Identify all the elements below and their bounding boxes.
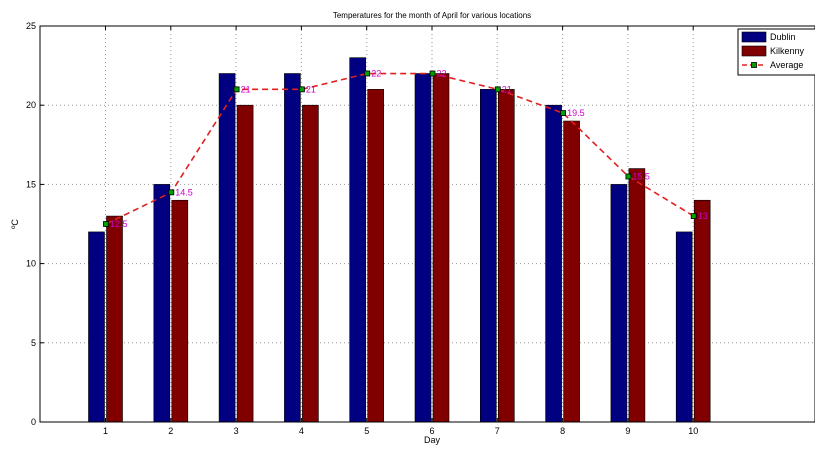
legend-swatch <box>741 31 767 43</box>
bar <box>284 73 301 423</box>
legend: Dublin Kilkenny Average <box>737 28 815 76</box>
y-tick-label: 25 <box>26 21 36 31</box>
average-data-label: 21 <box>306 84 316 94</box>
y-tick-label: 15 <box>26 179 36 189</box>
bar <box>349 57 367 423</box>
legend-label: Kilkenny <box>770 46 805 56</box>
legend-label: Average <box>770 60 803 70</box>
bar <box>628 168 646 423</box>
plot-frame <box>39 25 815 423</box>
x-tick-label: 10 <box>688 426 698 436</box>
average-data-label: 13 <box>698 211 708 221</box>
y-tick-label: 20 <box>26 100 36 110</box>
x-tick-label: 9 <box>625 426 630 436</box>
bar <box>479 89 497 423</box>
bar <box>88 231 105 423</box>
bar-series <box>88 57 711 423</box>
chart-title: Temperatures for the month of April for … <box>333 11 531 20</box>
bar <box>106 215 123 423</box>
x-axis-label: Day <box>424 435 441 445</box>
bar <box>545 104 562 423</box>
average-data-label: 22 <box>437 69 447 79</box>
average-marker <box>364 70 371 77</box>
average-data-label: 19.5 <box>567 108 585 118</box>
bar <box>563 120 580 423</box>
bar <box>171 199 189 423</box>
average-marker <box>625 173 632 180</box>
average-data-label: 22 <box>371 69 381 79</box>
average-data-label: 14.5 <box>175 187 193 197</box>
y-tick-label: 10 <box>26 259 36 269</box>
average-marker <box>560 110 566 117</box>
legend-item-average: Average <box>742 60 803 70</box>
bar <box>236 104 254 423</box>
legend-item-dublin: Dublin <box>741 31 796 43</box>
average-marker <box>494 86 501 93</box>
x-tick-label: 2 <box>168 426 173 436</box>
legend-swatch <box>741 45 767 57</box>
average-data-label: 12.5 <box>110 219 128 229</box>
bar-series-dublin <box>88 57 693 423</box>
x-tick-label: 8 <box>560 426 565 436</box>
bar <box>610 184 628 423</box>
average-marker <box>168 189 175 196</box>
y-axis-label: ºC <box>10 219 20 229</box>
bar <box>497 89 515 423</box>
x-tick-label: 1 <box>103 426 108 436</box>
legend-marker <box>751 62 757 68</box>
average-marker <box>429 70 436 77</box>
average-marker <box>690 213 697 219</box>
x-tick-label: 7 <box>495 426 500 436</box>
average-line <box>105 72 695 225</box>
average-data-label: 21 <box>241 84 251 94</box>
bar <box>153 184 171 423</box>
x-tick-label: 4 <box>299 426 304 436</box>
bar <box>218 73 236 423</box>
legend-item-kilkenny: Kilkenny <box>741 45 805 57</box>
bar <box>367 89 385 423</box>
y-tick-label: 0 <box>31 417 36 427</box>
x-tick-label: 6 <box>429 426 434 436</box>
average-data-label: 21 <box>502 84 512 94</box>
bar <box>693 199 711 423</box>
x-tick-label: 3 <box>234 426 239 436</box>
average-marker <box>298 86 305 93</box>
average-data-label: 15.5 <box>632 171 650 181</box>
average-marker <box>103 221 109 227</box>
average-line-series: 12.5 14.5 21 21 22 22 21 19.5 15.5 13 <box>103 69 708 229</box>
y-tick-label: 5 <box>31 338 36 348</box>
bar <box>675 231 693 423</box>
x-tick-label: 5 <box>364 426 369 436</box>
axis-ticks: 1 2 3 4 5 6 7 8 9 10 0 5 10 15 20 25 <box>26 21 698 436</box>
bar <box>432 73 450 423</box>
bar <box>302 104 319 423</box>
legend-label: Dublin <box>770 32 796 42</box>
average-marker <box>233 86 240 93</box>
bar <box>414 73 432 423</box>
